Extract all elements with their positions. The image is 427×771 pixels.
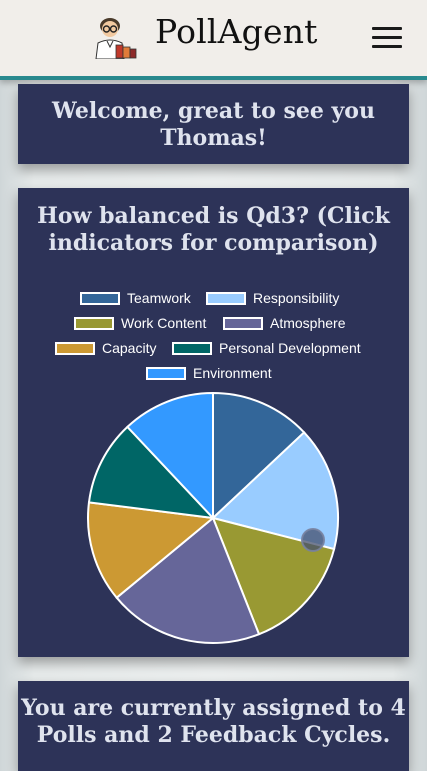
touch-cursor-indicator — [302, 529, 324, 551]
scientist-avatar-icon[interactable] — [92, 13, 138, 59]
pie-chart — [18, 188, 409, 657]
assignment-card: You are currently assigned to 4 Polls an… — [18, 681, 409, 771]
welcome-card: Welcome, great to see you Thomas! — [18, 84, 409, 164]
assignment-text: You are currently assigned to 4 Polls an… — [18, 681, 409, 749]
menu-bar — [372, 36, 402, 39]
hamburger-menu-icon[interactable] — [372, 24, 404, 50]
menu-bar — [372, 27, 402, 30]
top-app-bar: PollAgent — [0, 0, 427, 80]
chart-card: How balanced is Qd3? (Click indicators f… — [18, 188, 409, 657]
app-title: PollAgent — [155, 12, 318, 51]
welcome-text: Welcome, great to see you Thomas! — [18, 84, 409, 152]
menu-bar — [372, 45, 402, 48]
